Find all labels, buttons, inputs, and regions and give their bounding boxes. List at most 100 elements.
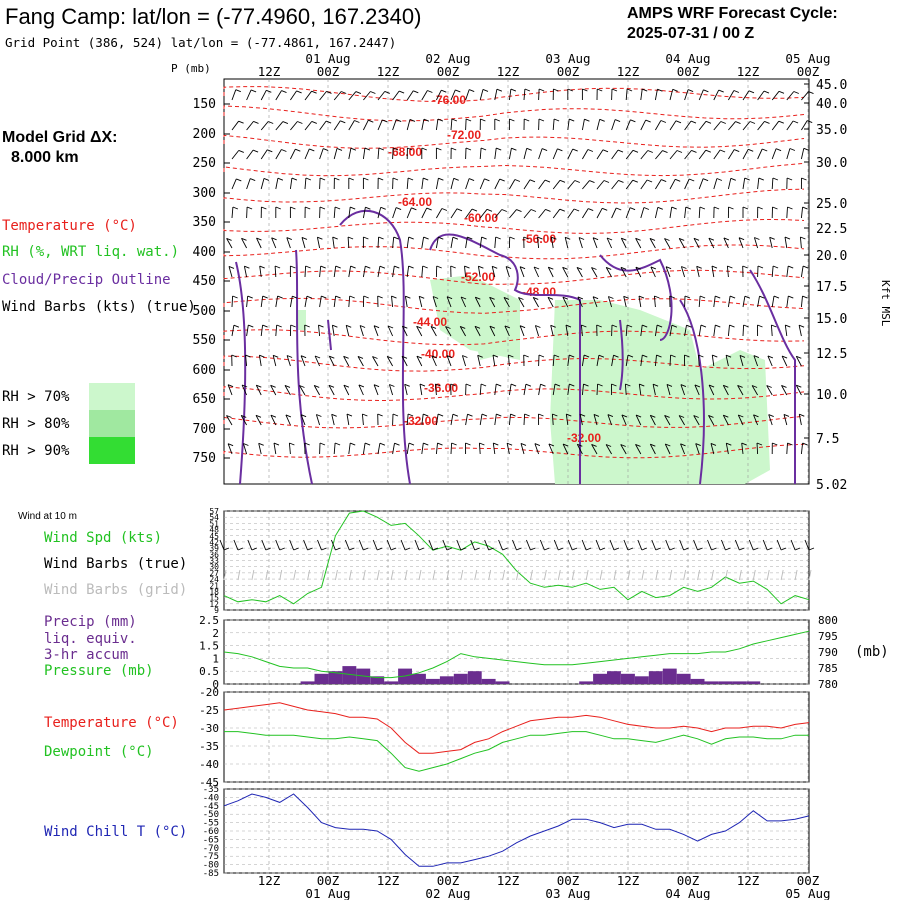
wind-barb [227, 384, 233, 396]
wind-barb [465, 237, 468, 249]
wind-barb [270, 385, 277, 396]
pressure-tick-label: 800 [818, 614, 838, 627]
wind-barb-flag [427, 90, 433, 93]
wind-barb [242, 443, 248, 455]
wind-barb-flag [494, 118, 500, 122]
pressure-tick-label: 650 [193, 392, 216, 407]
wind-barb-flag [715, 295, 721, 299]
wind-barb [377, 91, 386, 101]
wind-barb [742, 296, 746, 308]
wind-barb-flag [744, 295, 751, 299]
grid-wind-barb [683, 569, 687, 581]
grid-wind-barb [307, 569, 311, 581]
wind-barb [477, 355, 481, 367]
wind-barb [550, 237, 554, 249]
wind-barb [406, 443, 410, 455]
wind-barb [694, 384, 700, 396]
precip-tick-label: 1.5 [199, 640, 219, 653]
grid-wind-barb [543, 569, 547, 581]
wind-barb-flag [510, 413, 516, 417]
wind-barb [241, 238, 247, 249]
wind-barb-flag [419, 383, 426, 387]
wind-barb [567, 148, 574, 160]
wind-barb [430, 326, 437, 337]
wind-barb-flag [496, 383, 502, 387]
wind-barb-flag [569, 383, 575, 387]
wind-barb-flag [803, 147, 809, 151]
wind-barb-flag [538, 354, 545, 358]
bottom-time-tick: 00Z [317, 873, 340, 888]
cloud-outline [327, 319, 332, 351]
wind-barb-flag [438, 236, 444, 240]
wind-barb [519, 325, 525, 337]
wind-barb [753, 355, 759, 367]
wind-barb [260, 178, 265, 190]
wind-barb [445, 326, 452, 337]
legend-wind-barbs-grid: Wind Barbs (grid) [44, 582, 187, 598]
wind-barb [435, 237, 439, 249]
surface-wind-barb-flag [474, 547, 480, 551]
wind-barb-flag [614, 119, 621, 123]
wind-barb [432, 296, 437, 308]
wind-barb-flag [384, 90, 390, 94]
wind-barb-flag [227, 384, 234, 388]
wind-barb [318, 325, 321, 337]
wind-barb-flag [680, 384, 687, 388]
wind-barb [757, 90, 765, 101]
wind-barb-flag [787, 206, 793, 210]
wind-barb [537, 237, 540, 249]
wind-barb-flag [768, 414, 774, 418]
surface-wind-barb-flag [488, 547, 494, 551]
wind-barb-flag [639, 383, 645, 387]
wind-barb-flag [379, 442, 386, 446]
height-tick-label: 15.0 [816, 312, 847, 327]
wind-barb [713, 89, 720, 101]
precip-bar [342, 666, 357, 684]
wind-barb [769, 237, 773, 249]
wind-barb-flag [757, 265, 764, 269]
wind-barb-flag [738, 237, 745, 241]
wind-barb [508, 414, 511, 426]
wind-barb-flag [646, 179, 653, 183]
wind-barb [625, 207, 631, 219]
wind-barb-flag [550, 324, 556, 328]
wind-barb [638, 384, 642, 396]
wind-barb [377, 119, 383, 131]
wind-barb-flag [737, 384, 743, 388]
wind-barb-flag [256, 384, 262, 388]
wind-barb-flag [506, 442, 513, 446]
height-tick-label: 25.0 [816, 197, 847, 212]
wind-barb-flag [510, 383, 517, 387]
bottom-time-tick: 00Z [797, 873, 820, 888]
wind-barb [640, 325, 643, 337]
wind-barb [680, 384, 686, 396]
wind-barb-flag [235, 89, 241, 93]
wind-barb-flag [373, 384, 380, 388]
wind-barb-flag [277, 177, 284, 181]
wind-barb [708, 384, 715, 396]
wind-barb [450, 208, 458, 219]
wind-barb [786, 296, 789, 308]
wind-barb [401, 356, 408, 367]
wind-barb [725, 355, 729, 367]
surface-wind-barb [623, 539, 629, 551]
grid-wind-barb [557, 569, 561, 581]
precip-bar [718, 681, 733, 684]
cloud-outline [619, 319, 624, 391]
wind-barb-flag [650, 266, 657, 270]
surface-wind-barb-flag [753, 547, 759, 551]
wind-tick-label: 57 [209, 507, 219, 516]
wind-barb [781, 385, 788, 396]
wind-barb-flag [295, 148, 301, 152]
wind-barb-flag [769, 236, 775, 240]
pressure-tick-label: 600 [193, 363, 216, 378]
wind-barb [611, 149, 619, 160]
wind-barb [345, 325, 350, 337]
wind-barb [638, 296, 642, 308]
wind-barb [654, 325, 658, 337]
wind-barb-flag [581, 324, 587, 328]
wind-barb [640, 179, 648, 190]
wind-barb [592, 237, 598, 249]
wind-barb [319, 266, 322, 278]
